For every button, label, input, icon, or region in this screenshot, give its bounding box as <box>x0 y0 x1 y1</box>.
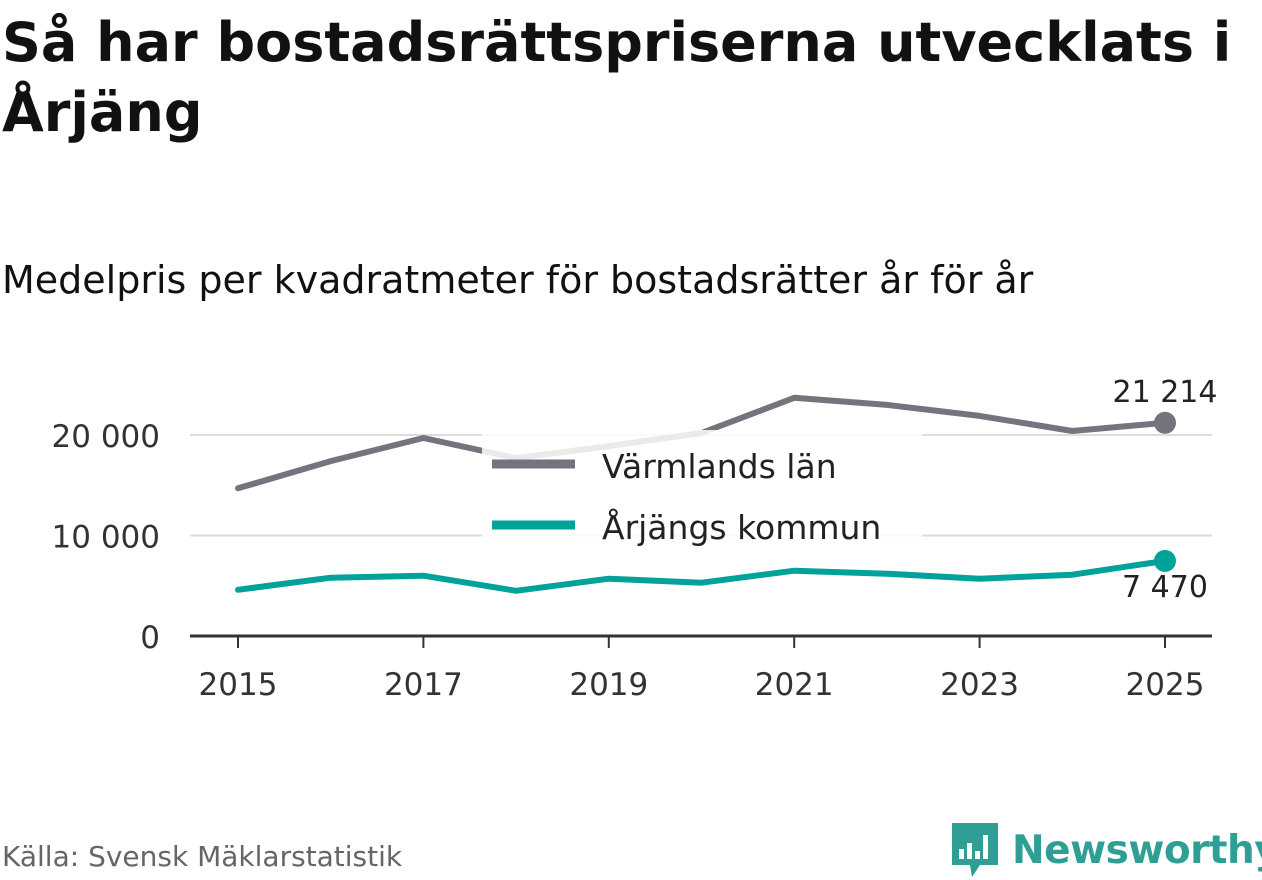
newsworthy-logo-text: Newsworthy <box>1012 827 1262 873</box>
newsworthy-logo: Newsworthy <box>950 820 1262 880</box>
y-axis-ticks: 0 10 000 20 000 <box>52 419 160 656</box>
source-note: Källa: Svensk Mäklarstatistik <box>2 840 403 873</box>
series-end-marker-1 <box>1154 549 1176 572</box>
newsworthy-logo-icon <box>952 823 998 877</box>
legend: Värmlands län Årjängs kommun <box>482 430 922 560</box>
legend-background <box>482 430 922 560</box>
legend-label-1: Årjängs kommun <box>602 507 881 547</box>
end-label-1: 7 470 <box>1122 570 1208 605</box>
chart-subtitle: Medelpris per kvadratmeter för bostadsrä… <box>2 258 1034 302</box>
x-tick-label-2: 2019 <box>569 667 648 703</box>
legend-label-0: Värmlands län <box>602 447 837 486</box>
y-tick-label-1: 10 000 <box>52 520 160 556</box>
x-tick-label-1: 2017 <box>384 667 463 703</box>
x-axis: 2015 2017 2019 2021 2023 2025 <box>190 634 1212 703</box>
x-tick-label-5: 2025 <box>1126 667 1205 703</box>
x-tick-label-0: 2015 <box>199 667 278 703</box>
chart-title: Så har bostadsrättspriserna utvecklats i… <box>2 11 1232 144</box>
series-end-marker-0 <box>1154 411 1176 434</box>
end-labels: 21 214 7 470 <box>1113 375 1218 605</box>
x-tick-label-4: 2023 <box>940 667 1019 703</box>
end-label-0: 21 214 <box>1113 375 1218 410</box>
y-tick-label-0: 0 <box>140 620 160 656</box>
x-tick-label-3: 2021 <box>755 667 834 703</box>
series-line-1 <box>235 557 1168 594</box>
y-tick-label-2: 20 000 <box>52 419 160 455</box>
